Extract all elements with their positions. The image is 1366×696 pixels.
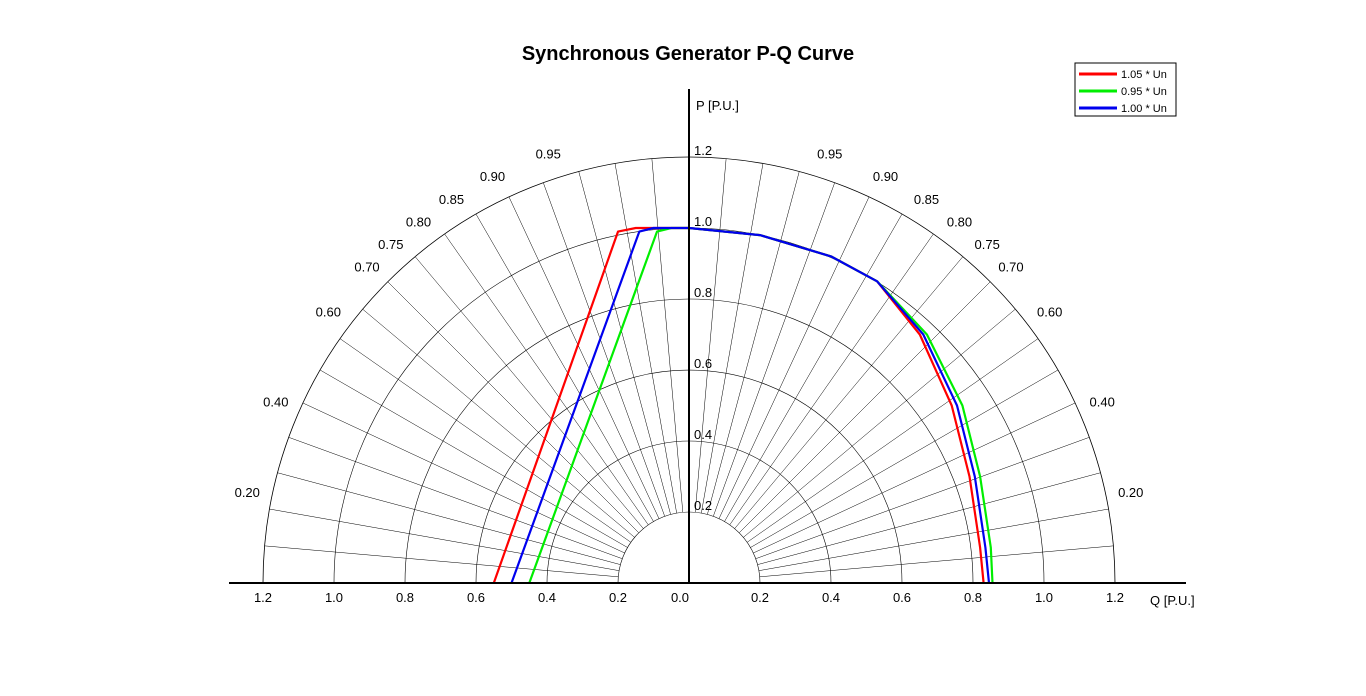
grid-spoke — [750, 369, 1059, 548]
radial-tick-label: 0.2 — [694, 498, 712, 513]
grid-spoke — [694, 158, 727, 513]
grid-spoke — [277, 472, 621, 565]
grid-spoke — [707, 171, 800, 515]
pf-label-right: 0.90 — [873, 169, 898, 184]
grid-spoke — [302, 402, 625, 554]
x-tick-label: 1.2 — [1106, 590, 1124, 605]
grid-spoke — [734, 256, 964, 529]
grid-spoke — [755, 437, 1090, 559]
pf-label-right: 0.85 — [914, 192, 939, 207]
grid-spoke — [387, 281, 639, 533]
x-tick-label: 0.4 — [822, 590, 840, 605]
grid-spoke — [578, 171, 671, 515]
grid-spoke — [753, 402, 1076, 554]
grid-spoke — [743, 308, 1016, 538]
radial-tick-label: 0.4 — [694, 427, 712, 442]
pf-label-left: 0.95 — [536, 147, 561, 162]
grid-spoke — [759, 545, 1114, 578]
pf-label-left: 0.85 — [439, 192, 464, 207]
radial-tick-label: 0.6 — [694, 356, 712, 371]
grid-spoke — [543, 182, 665, 517]
pf-label-left: 0.40 — [263, 395, 288, 410]
grid-spoke — [758, 508, 1109, 571]
series-line — [528, 226, 994, 584]
grid-spoke — [724, 213, 903, 522]
legend-label: 0.95 * Un — [1121, 86, 1167, 98]
grid-spoke — [475, 213, 654, 522]
series-line — [492, 226, 985, 584]
y-axis-label: P [P.U.] — [696, 98, 739, 113]
legend-label: 1.05 * Un — [1121, 69, 1167, 81]
pf-label-right: 0.40 — [1090, 395, 1115, 410]
grid-spoke — [444, 233, 649, 525]
x-tick-label: 0.6 — [893, 590, 911, 605]
x-tick-label: 1.2 — [254, 590, 272, 605]
pf-label-left: 0.70 — [354, 259, 379, 274]
tick-labels: 1.2 1.0 0.8 0.6 0.4 0.2 0.0 0.2 0.4 0.6 0.8 1.0 1.2 0… — [235, 143, 1144, 605]
pf-label-left: 0.60 — [316, 304, 341, 319]
grid-spoke — [269, 508, 620, 571]
x-tick-label: 0.4 — [538, 590, 556, 605]
x-tick-label: 0.8 — [396, 590, 414, 605]
x-axis-label: Q [P.U.] — [1150, 593, 1195, 608]
grid-spoke — [614, 163, 677, 514]
legend-label: 1.00 * Un — [1121, 103, 1167, 115]
pf-label-right: 0.60 — [1037, 304, 1062, 319]
pf-label-left: 0.80 — [406, 214, 431, 229]
x-tick-label: 0.0 — [671, 590, 689, 605]
grid-spoke — [264, 545, 619, 578]
pf-label-right: 0.70 — [998, 259, 1023, 274]
chart-title: Synchronous Generator P-Q Curve — [522, 43, 854, 65]
grid-spoke — [747, 338, 1039, 543]
grid-spoke — [739, 281, 991, 533]
pf-label-right: 0.80 — [947, 214, 972, 229]
pf-label-left: 0.90 — [480, 169, 505, 184]
grid-spoke — [288, 437, 623, 559]
pf-label-left: 0.75 — [378, 237, 403, 252]
pf-label-right: 0.20 — [1118, 485, 1143, 500]
x-tick-label: 1.0 — [325, 590, 343, 605]
grid-spoke — [339, 338, 631, 543]
grid-spoke — [362, 308, 635, 538]
grid-spoke — [508, 196, 660, 519]
grid-spoke — [701, 163, 764, 514]
pf-label-left: 0.20 — [235, 485, 260, 500]
grid-spoke — [713, 182, 835, 517]
legend: 1.05 * Un 0.95 * Un 1.00 * Un — [1074, 62, 1177, 117]
grid-spoke — [757, 472, 1101, 565]
x-tick-label: 0.2 — [609, 590, 627, 605]
grid-spoke — [718, 196, 870, 519]
radial-tick-label: 1.0 — [694, 214, 712, 229]
grid-spoke — [729, 233, 934, 525]
radial-tick-label: 1.2 — [694, 143, 712, 158]
radial-tick-label: 0.8 — [694, 285, 712, 300]
grid-spoke — [651, 158, 684, 513]
grid-spoke — [319, 369, 628, 548]
grid-spoke — [414, 256, 644, 529]
x-tick-label: 0.8 — [964, 590, 982, 605]
series-line — [510, 226, 991, 584]
x-tick-label: 0.6 — [467, 590, 485, 605]
series-lines — [492, 226, 994, 584]
x-tick-label: 1.0 — [1035, 590, 1053, 605]
pf-label-right: 0.95 — [817, 147, 842, 162]
pf-label-right: 0.75 — [975, 237, 1000, 252]
x-tick-label: 0.2 — [751, 590, 769, 605]
axes — [229, 89, 1186, 584]
